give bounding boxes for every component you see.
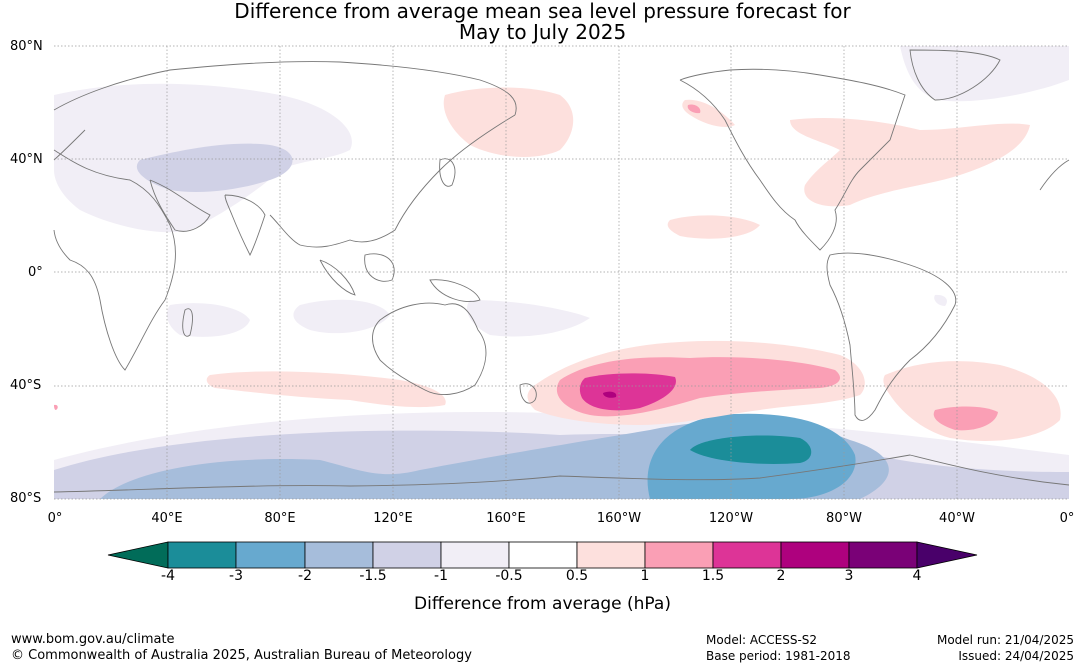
south-pacific-positive-core [603, 391, 617, 398]
coast-new-guinea [429, 279, 481, 302]
colorbar-title: Difference from average (hPa) [414, 594, 671, 614]
greenland-negative [900, 46, 1069, 102]
lat-label-equator: 0° [28, 265, 43, 280]
footer-copyright: © Commonwealth of Australia 2025, Austra… [11, 648, 472, 663]
coast-greenland [909, 49, 1001, 101]
colorbar-tick-label: 3 [844, 568, 854, 584]
colorbar-tick-label: -4 [161, 568, 175, 584]
colorbar-bin-6 [508, 541, 578, 569]
coast-africa [53, 149, 176, 371]
coast-borneo [364, 253, 395, 282]
colorbar-bin-8 [644, 541, 714, 569]
alaska-positive-core [687, 104, 701, 114]
footer-issued: Issued: 24/04/2025 [958, 649, 1074, 663]
colorbar-tick-label: -0.5 [495, 568, 523, 584]
coast-madagascar [182, 308, 193, 337]
south-indian-positive [206, 371, 446, 408]
south-atlantic-positive-mid [933, 406, 998, 431]
colorbar-tick-label: 0.5 [565, 568, 589, 584]
footer-model-run: Model run: 21/04/2025 [936, 633, 1074, 647]
colorbar-bin-5 [440, 541, 510, 569]
indian-ocean-negative [167, 303, 250, 337]
south-atlantic-negative [934, 294, 947, 306]
coast-india [224, 194, 266, 257]
colorbar-tick-label: -3 [229, 568, 243, 584]
lon-label-0-left: 0° [47, 511, 63, 526]
lon-label-80e: 80°E [264, 511, 296, 526]
colorbar-bin-9 [712, 541, 782, 569]
footer-website-link[interactable]: www.bom.gov.au/climate [11, 632, 175, 647]
footer-model: Model: ACCESS-S2 [706, 633, 818, 647]
colorbar-bin-10 [780, 541, 850, 569]
west-pacific-negative [293, 299, 390, 334]
colorbar-bin-11 [848, 541, 918, 569]
lat-label-40s: 40°S [10, 378, 42, 393]
lon-label-40w: 40°W [939, 511, 975, 526]
colorbar-over-arrow [916, 541, 978, 569]
colorbar-tick-label: 4 [912, 568, 922, 584]
lon-label-120e: 120°E [373, 511, 413, 526]
colorbar-tick-label: 1.5 [701, 568, 725, 584]
far-south-atlantic-positive-speck [54, 404, 58, 410]
coast-east-asia [269, 114, 516, 248]
coast-europe [53, 129, 1070, 191]
colorbar-bin-1 [167, 541, 237, 569]
lon-label-120w: 120°W [708, 511, 754, 526]
north-pacific-positive [443, 87, 574, 157]
coastlines [53, 49, 1070, 493]
lat-label-80n: 80°N [10, 39, 43, 54]
graticule [54, 45, 1069, 500]
subtropical-pacific-positive [667, 215, 760, 239]
colorbar-tick-label: 1 [640, 568, 650, 584]
lat-label-80s: 80°S [10, 491, 42, 506]
coast-eurasia-north [53, 61, 517, 116]
lon-label-40e: 40°E [151, 511, 183, 526]
coast-arabia [149, 179, 211, 232]
map-title-line2: May to July 2025 [458, 20, 627, 44]
colorbar-bin-2 [235, 541, 306, 569]
colorbar-tick-label: -1.5 [359, 568, 387, 584]
lon-label-160e: 160°E [486, 511, 526, 526]
footer-base-period: Base period: 1981-2018 [706, 649, 851, 663]
coast-antarctica [53, 454, 1070, 493]
colorbar-tick-label: -1 [434, 568, 448, 584]
map-title-line1: Difference from average mean sea level p… [234, 0, 851, 23]
lon-label-80w: 80°W [826, 511, 862, 526]
coast-north-america [679, 68, 906, 251]
coast-south-america [826, 252, 957, 421]
coast-australia [372, 302, 487, 396]
colorbar [107, 541, 978, 569]
anomaly-fields [54, 46, 1069, 499]
colorbar-bin-3 [304, 541, 374, 569]
colorbar-tick-label: -2 [298, 568, 312, 584]
eurasia-negative-mid [136, 143, 293, 192]
colorbar-tick-label: 2 [776, 568, 786, 584]
colorbar-bin-4 [372, 541, 442, 569]
coast-sumatra [319, 259, 356, 296]
coast-new-zealand [519, 383, 537, 404]
southern-negative-center [690, 435, 812, 464]
south-atlantic-positive-light [883, 361, 1061, 441]
lon-label-160w: 160°W [596, 511, 642, 526]
lon-label-0-right: 0° [1059, 511, 1075, 526]
colorbar-under-arrow [107, 541, 169, 569]
south-pacific-positive-strong [579, 373, 676, 411]
coast-japan [439, 158, 456, 187]
pacific-tropical-negative [466, 300, 590, 337]
lat-label-40n: 40°N [10, 152, 43, 167]
colorbar-bin-7 [576, 541, 646, 569]
